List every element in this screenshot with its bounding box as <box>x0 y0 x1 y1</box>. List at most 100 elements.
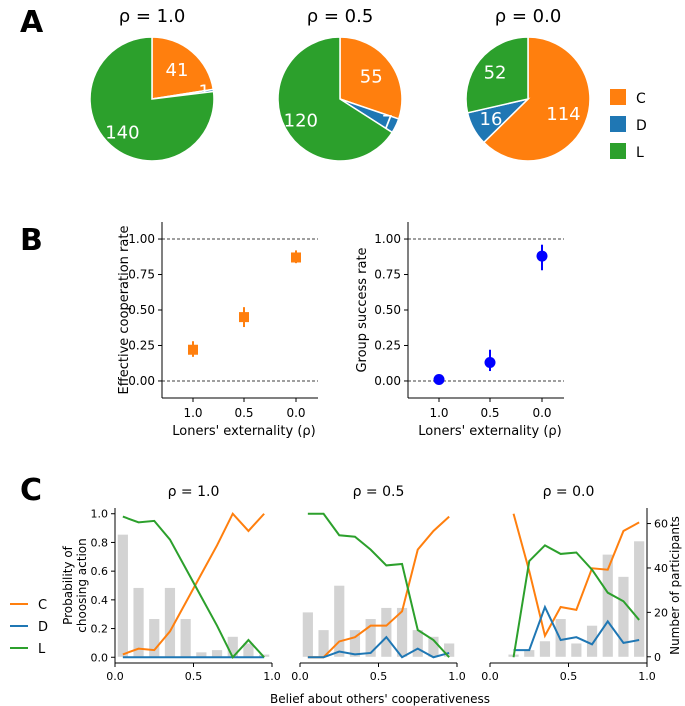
pie-title-1: ρ = 0.5 <box>307 6 374 27</box>
panel-c-title-1: ρ = 0.5 <box>353 484 405 500</box>
pie-value-label: 7 <box>382 112 393 133</box>
panel-c-title-2: ρ = 0.0 <box>543 484 595 500</box>
y-axis-label-line2: choosing action <box>75 538 89 632</box>
y-tick-label: 0.4 <box>91 594 109 607</box>
pie-slice-L <box>89 36 215 162</box>
legend-label-L: L <box>636 145 644 161</box>
pie-slice-C <box>482 36 591 162</box>
panel-c-xlabel: Belief about others' cooperativeness <box>270 692 490 706</box>
panel-label-c: C <box>20 473 42 508</box>
pie-slice-C <box>151 36 215 100</box>
x-axis-label: Loners' externality (ρ) <box>172 424 315 439</box>
y-tick-label: 0.2 <box>91 623 109 636</box>
y-tick-label: 0.00 <box>128 374 155 388</box>
x-tick-label: 0.5 <box>234 406 253 420</box>
data-point <box>291 252 301 263</box>
pie-value-label: 114 <box>546 104 580 125</box>
x-tick-label: 1.0 <box>448 670 466 683</box>
panel-c-title-0: ρ = 1.0 <box>168 484 220 500</box>
participant-bar <box>586 625 598 657</box>
participant-bar <box>365 619 376 657</box>
x-tick-label: 0.5 <box>370 670 388 683</box>
pie-title-0: ρ = 1.0 <box>119 6 186 27</box>
y-tick-label: 0.25 <box>128 338 155 352</box>
participant-bar <box>412 630 423 657</box>
data-point <box>433 374 445 386</box>
y-tick-label: 1.0 <box>91 508 109 521</box>
participant-bar <box>524 650 535 657</box>
x-tick-label: 1.0 <box>429 406 448 420</box>
participant-bar <box>571 643 582 657</box>
x-tick-label: 0.0 <box>106 670 124 683</box>
participant-bar <box>243 643 254 657</box>
y-tick-label: 1.00 <box>374 232 401 246</box>
participant-bar <box>180 619 191 657</box>
data-point <box>188 344 198 355</box>
pie-value-label: 120 <box>284 110 318 131</box>
pie-value-label: 16 <box>480 109 503 130</box>
pie-value-label: 52 <box>484 63 507 84</box>
panel-b-scatter: 0.00 0.25 0.50 0.75 1.00 1.0 0.5 0.0 Loners' ext… <box>117 222 564 439</box>
x-tick-label: 0.5 <box>560 670 578 683</box>
pie-value-label: 140 <box>105 122 139 143</box>
participant-bar <box>211 650 223 657</box>
participant-bar <box>117 534 128 657</box>
y2-tick-label: 60 <box>654 518 668 531</box>
data-point <box>239 312 249 323</box>
pie-slice-C <box>339 36 403 120</box>
x-tick-label: 1.0 <box>638 670 656 683</box>
y-axis-label: Group success rate <box>355 247 370 372</box>
legend-label-C: C <box>38 598 47 613</box>
x-tick-label: 0.0 <box>481 670 499 683</box>
legend-label-C: C <box>636 91 646 107</box>
y-tick-label: 0.50 <box>374 303 401 317</box>
data-point <box>484 357 496 369</box>
participant-bar <box>318 630 329 657</box>
legend-swatch-C <box>610 89 626 105</box>
participant-bar <box>618 576 629 657</box>
x-tick-label: 0.0 <box>291 670 309 683</box>
participant-bar <box>196 652 207 657</box>
x-tick-label: 1.0 <box>183 406 202 420</box>
y2-tick-label: 40 <box>654 562 668 575</box>
pie-value-label: 55 <box>360 67 383 88</box>
participant-bar <box>349 630 361 657</box>
series-line-C <box>307 515 450 659</box>
y-tick-label: 0.00 <box>374 374 401 388</box>
participant-bar <box>539 641 551 657</box>
x-tick-label: 0.5 <box>185 670 203 683</box>
series-line-C <box>512 513 640 639</box>
x-tick-label: 0.0 <box>286 406 305 420</box>
y-axis-label-line1: Probability of <box>61 545 75 625</box>
participant-bar <box>302 612 313 657</box>
x-tick-label: 0.0 <box>532 406 551 420</box>
legend-swatch-D <box>610 116 626 132</box>
y-tick-label: 1.00 <box>128 232 155 246</box>
pie-slice-L <box>277 36 394 162</box>
legend-label-D: D <box>38 620 48 635</box>
participant-bar <box>133 587 144 657</box>
pie-value-label: 41 <box>166 60 189 81</box>
legend-label-D: D <box>636 118 647 134</box>
series-line-L <box>122 515 265 660</box>
pie-slice-L <box>465 36 529 114</box>
participant-bar <box>602 554 613 657</box>
series-line-L <box>512 544 640 658</box>
x-tick-label: 0.5 <box>480 406 499 420</box>
panel-label-a: A <box>20 5 44 40</box>
data-point <box>536 250 548 262</box>
y-tick-label: 0.8 <box>91 536 109 549</box>
x-tick-label: 1.0 <box>263 670 281 683</box>
y-axis-label: Effective cooperation rate <box>117 226 132 395</box>
y2-axis-label: Number of participants <box>668 516 682 655</box>
participant-bar <box>381 607 392 657</box>
pie-title-2: ρ = 0.0 <box>495 6 562 27</box>
panel-label-b: B <box>20 223 43 258</box>
participant-bar <box>444 643 455 657</box>
participant-bar <box>227 636 238 657</box>
series-line-D <box>307 635 450 659</box>
participant-bar <box>396 607 408 657</box>
y-tick-label: 0.75 <box>128 268 155 282</box>
